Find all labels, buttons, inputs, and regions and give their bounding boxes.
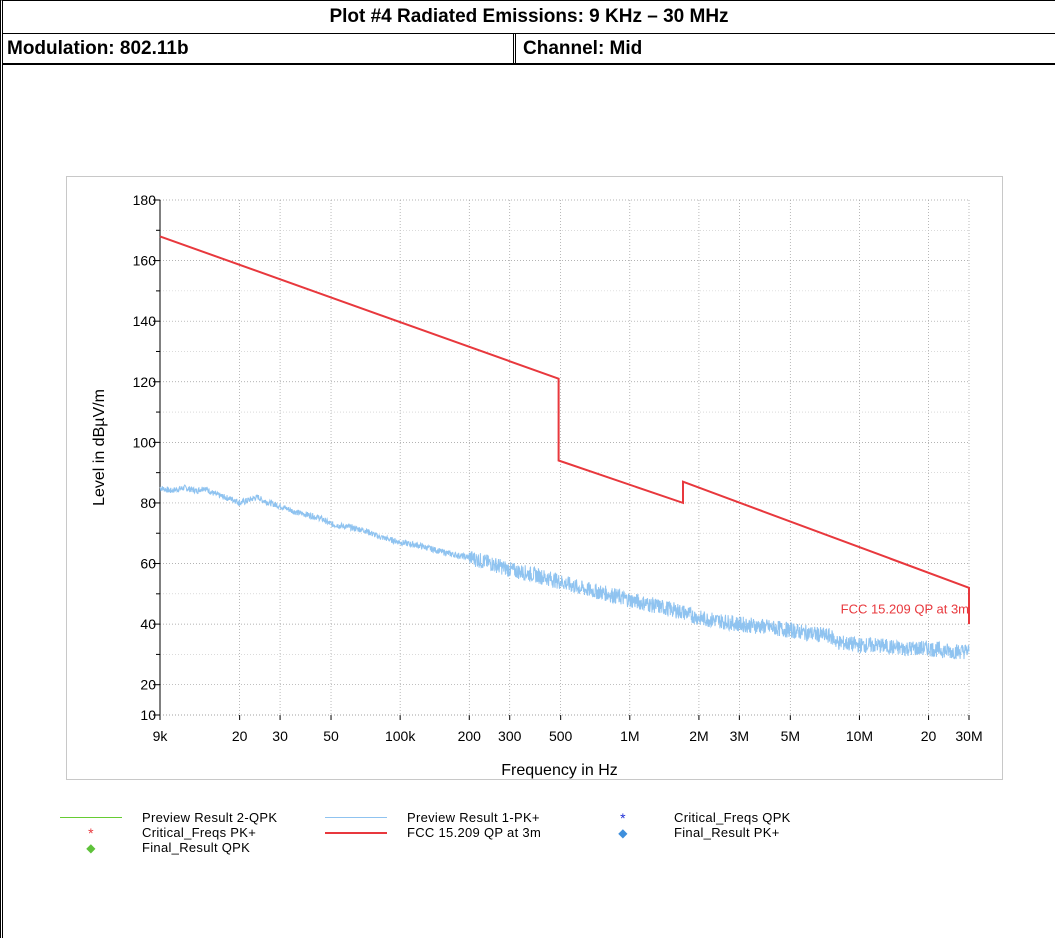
channel-label: Channel: Mid	[523, 37, 643, 59]
info-row: Modulation: 802.11b Channel: Mid	[3, 34, 1055, 65]
series-preview-result-1	[159, 484, 970, 660]
legend-label: Critical_Freqs QPK	[674, 810, 791, 825]
y-tick-label: 20	[140, 677, 156, 693]
x-tick-label: 500	[549, 728, 573, 744]
axis-layer	[153, 199, 970, 720]
legend-item-preview-2-qpk: Preview Result 2-QPK	[60, 810, 277, 825]
y-tick-label: 10	[140, 707, 156, 723]
legend-line-fcc-limit	[325, 832, 387, 834]
asterisk-marker-icon: *	[88, 824, 94, 841]
legend: Preview Result 2-QPK Preview Result 1-PK…	[60, 810, 960, 870]
y-tick-label: 80	[140, 495, 156, 511]
legend-line-preview-1	[325, 817, 387, 818]
y-tick-label: 180	[133, 192, 157, 208]
x-tick-label: 50	[323, 728, 339, 744]
plot-title: Plot #4 Radiated Emissions: 9 KHz – 30 M…	[3, 0, 1055, 34]
legend-label: Preview Result 1-PK+	[407, 810, 540, 825]
y-tick-label: 100	[133, 434, 157, 450]
x-tick-label: 3M	[730, 728, 749, 744]
legend-label: Preview Result 2-QPK	[142, 810, 278, 825]
x-tick-label: 30	[272, 728, 288, 744]
diamond-marker-icon: ◆	[86, 840, 96, 855]
series-layer	[159, 235, 970, 660]
modulation-label: Modulation: 802.11b	[3, 34, 516, 63]
x-tick-label: 10M	[846, 728, 873, 744]
x-tick-label: 30M	[955, 728, 982, 744]
grid-layer	[159, 199, 970, 716]
plot-frame	[66, 176, 1003, 780]
x-tick-label: 20	[232, 728, 248, 744]
series-fcc-limit	[159, 235, 970, 625]
diamond-marker-icon: ◆	[618, 825, 628, 840]
x-tick-label: 5M	[781, 728, 800, 744]
y-tick-label: 160	[133, 253, 157, 269]
label-layer: 10 20 40 60 80 100 120 140 160 180 9k 20 30 50 100k 200…	[91, 192, 983, 779]
legend-item-final-pk: ◆ Final_Result PK+	[592, 825, 780, 840]
legend-item-critical-qpk: * Critical_Freqs QPK	[592, 810, 791, 825]
legend-label: Final_Result PK+	[674, 825, 780, 840]
legend-label: Critical_Freqs PK+	[142, 825, 257, 840]
y-tick-label: 60	[140, 556, 156, 572]
x-tick-label: 9k	[153, 728, 169, 744]
y-axis-title: Level in dBµV/m	[91, 389, 108, 506]
y-tick-label: 120	[133, 374, 157, 390]
limit-annotation: FCC 15.209 QP at 3m	[841, 602, 969, 617]
y-tick-label: 140	[133, 313, 157, 329]
legend-item-preview-1-pk: Preview Result 1-PK+	[325, 810, 540, 825]
x-tick-label: 2M	[689, 728, 708, 744]
legend-line-preview-2	[60, 817, 122, 818]
legend-item-final-qpk: ◆ Final_Result QPK	[60, 840, 250, 855]
legend-item-critical-pk: * Critical_Freqs PK+	[60, 825, 256, 840]
x-tick-label: 300	[498, 728, 522, 744]
legend-item-fcc-limit: FCC 15.209 QP at 3m	[325, 825, 541, 840]
x-tick-label: 1M	[620, 728, 639, 744]
asterisk-marker-icon: *	[620, 809, 626, 826]
x-axis-title: Frequency in Hz	[501, 762, 618, 779]
x-tick-label: 100k	[385, 728, 416, 744]
x-tick-label: 200	[458, 728, 482, 744]
legend-label: FCC 15.209 QP at 3m	[407, 825, 542, 840]
legend-label: Final_Result QPK	[142, 840, 251, 855]
y-tick-label: 40	[140, 616, 156, 632]
x-tick-label: 20	[921, 728, 937, 744]
